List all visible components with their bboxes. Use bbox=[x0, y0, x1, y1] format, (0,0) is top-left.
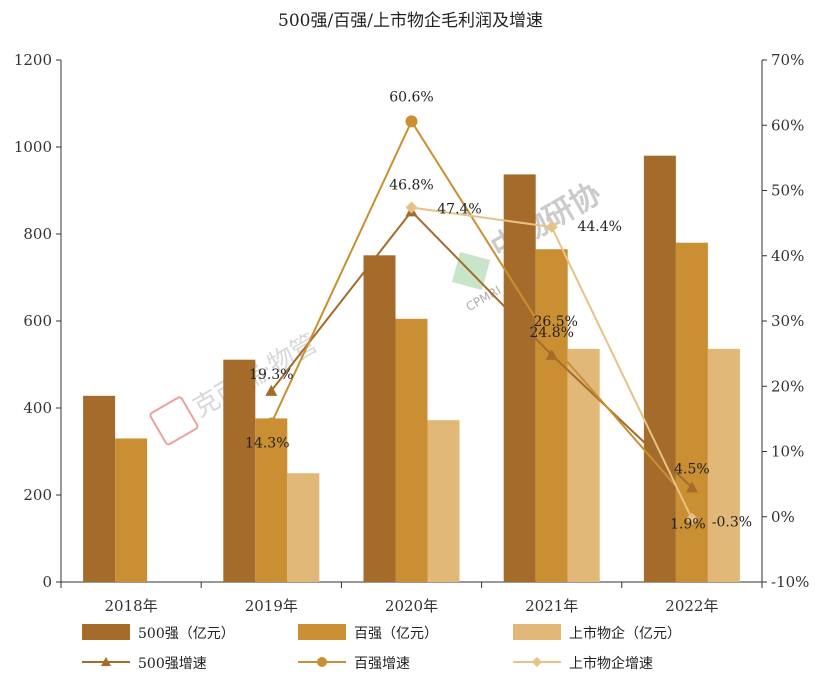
lines-layer bbox=[265, 115, 698, 525]
data-label-2-2022年: 1.9% bbox=[670, 516, 706, 532]
y-right-tick-label: 30% bbox=[771, 312, 804, 330]
bar-2-2022年 bbox=[675, 242, 708, 582]
legend-marker-2 bbox=[317, 657, 327, 667]
legend-marker-3 bbox=[532, 657, 542, 667]
data-label-1-2022年: 4.5% bbox=[674, 461, 710, 477]
line-3-point-2020年 bbox=[405, 201, 418, 214]
y-right-tick-label: 70% bbox=[771, 51, 804, 69]
legend-label-line-3: 上市物企增速 bbox=[569, 655, 653, 672]
y-right-tick-label: 10% bbox=[771, 443, 804, 461]
legend-marker-1 bbox=[101, 657, 111, 666]
bar-1-2018年 bbox=[83, 395, 116, 582]
data-label-3-2022年: -0.3% bbox=[712, 515, 752, 531]
y-right-tick-label: 0% bbox=[771, 508, 795, 526]
bar-2-2021年 bbox=[535, 249, 568, 582]
line-1-point-2022年 bbox=[685, 481, 698, 493]
bar-3-2019年 bbox=[287, 473, 320, 582]
bar-3-2021年 bbox=[567, 348, 600, 582]
y-left-tick-label: 200 bbox=[23, 486, 52, 504]
data-label-2-2021年: 26.5% bbox=[533, 314, 577, 330]
x-tick-label: 2019年 bbox=[245, 597, 298, 615]
line-1-point-2021年 bbox=[545, 348, 558, 360]
y-right-tick-label: 20% bbox=[771, 377, 804, 395]
data-label-2-2020年: 60.6% bbox=[389, 89, 433, 105]
data-label-1-2020年: 46.8% bbox=[389, 177, 433, 193]
bar-1-2019年 bbox=[223, 359, 256, 582]
legend-swatch-bar-2 bbox=[298, 624, 346, 640]
data-label-1-2021年: 24.8% bbox=[529, 325, 573, 341]
legend-swatch-bar-3 bbox=[513, 624, 561, 640]
y-right-tick-label: 50% bbox=[771, 182, 804, 200]
x-tick-label: 2021年 bbox=[525, 597, 578, 615]
x-tick-label: 2022年 bbox=[665, 597, 718, 615]
bar-3-2022年 bbox=[707, 348, 740, 582]
line-series-2 bbox=[270, 119, 693, 506]
line-1-point-2019年 bbox=[265, 384, 278, 396]
x-tick-label: 2018年 bbox=[105, 597, 158, 615]
line-2-point-2022年 bbox=[685, 498, 698, 511]
bar-1-2022年 bbox=[643, 155, 676, 582]
legend-label-bar-2: 百强（亿元） bbox=[354, 626, 438, 642]
y-left-tick-label: 400 bbox=[23, 399, 52, 417]
axes-layer: 0 200 400 600 800 1000 1200 -10% 0% 10% 20% 30% 40% 5… bbox=[14, 51, 810, 615]
line-2-point-2021年 bbox=[545, 337, 558, 350]
line-series-1 bbox=[270, 209, 693, 489]
left-watermark-seal bbox=[149, 396, 199, 446]
line-2-point-2020年 bbox=[405, 115, 418, 128]
data-label-3-2021年: 44.4% bbox=[577, 219, 621, 235]
y-right-tick-label: -10% bbox=[771, 573, 809, 591]
x-tick-label: 2020年 bbox=[385, 597, 438, 615]
y-left-tick-label: 600 bbox=[23, 312, 52, 330]
y-left-tick-label: 0 bbox=[42, 573, 52, 591]
data-label-2-2019年: 14.3% bbox=[245, 435, 289, 451]
line-3-point-2021年 bbox=[545, 221, 558, 234]
data-label-3-2020年: 47.4% bbox=[437, 201, 481, 217]
line-3-point-2022年 bbox=[685, 512, 698, 525]
y-left-tick-label: 1200 bbox=[14, 51, 52, 69]
y-left-tick-label: 800 bbox=[23, 225, 52, 243]
data-label-1-2019年: 19.3% bbox=[249, 367, 293, 383]
labels-layer: 19.3% 46.8% 24.8% 4.5% 14.3% 60.6% 26.5% 1.9% 47… bbox=[245, 89, 752, 532]
bars-layer bbox=[83, 155, 740, 582]
legend-label-line-2: 百强增速 bbox=[354, 656, 410, 672]
y-right-tick-label: 40% bbox=[771, 247, 804, 265]
legend-label-bar-1: 500强（亿元） bbox=[138, 626, 235, 642]
legend-label-bar-3: 上市物企（亿元） bbox=[569, 625, 681, 642]
bar-2-2018年 bbox=[115, 438, 148, 582]
bar-2-2019年 bbox=[255, 418, 288, 582]
bar-2-2020年 bbox=[395, 318, 428, 582]
line-2-point-2019年 bbox=[265, 417, 278, 430]
chart-title: 500强/百强/上市物企毛利润及增速 bbox=[278, 11, 543, 31]
legend-label-line-1: 500强增速 bbox=[138, 656, 207, 672]
legend: 500强（亿元） 百强（亿元） 上市物企（亿元） 500强增速 百强增速 上市物企增速 bbox=[82, 624, 681, 672]
bar-1-2020年 bbox=[363, 255, 396, 582]
bar-3-2020年 bbox=[427, 420, 460, 582]
bar-1-2021年 bbox=[503, 174, 536, 582]
y-right-tick-label: 60% bbox=[771, 116, 804, 134]
legend-swatch-bar-1 bbox=[82, 624, 130, 640]
y-left-tick-label: 1000 bbox=[14, 138, 52, 156]
